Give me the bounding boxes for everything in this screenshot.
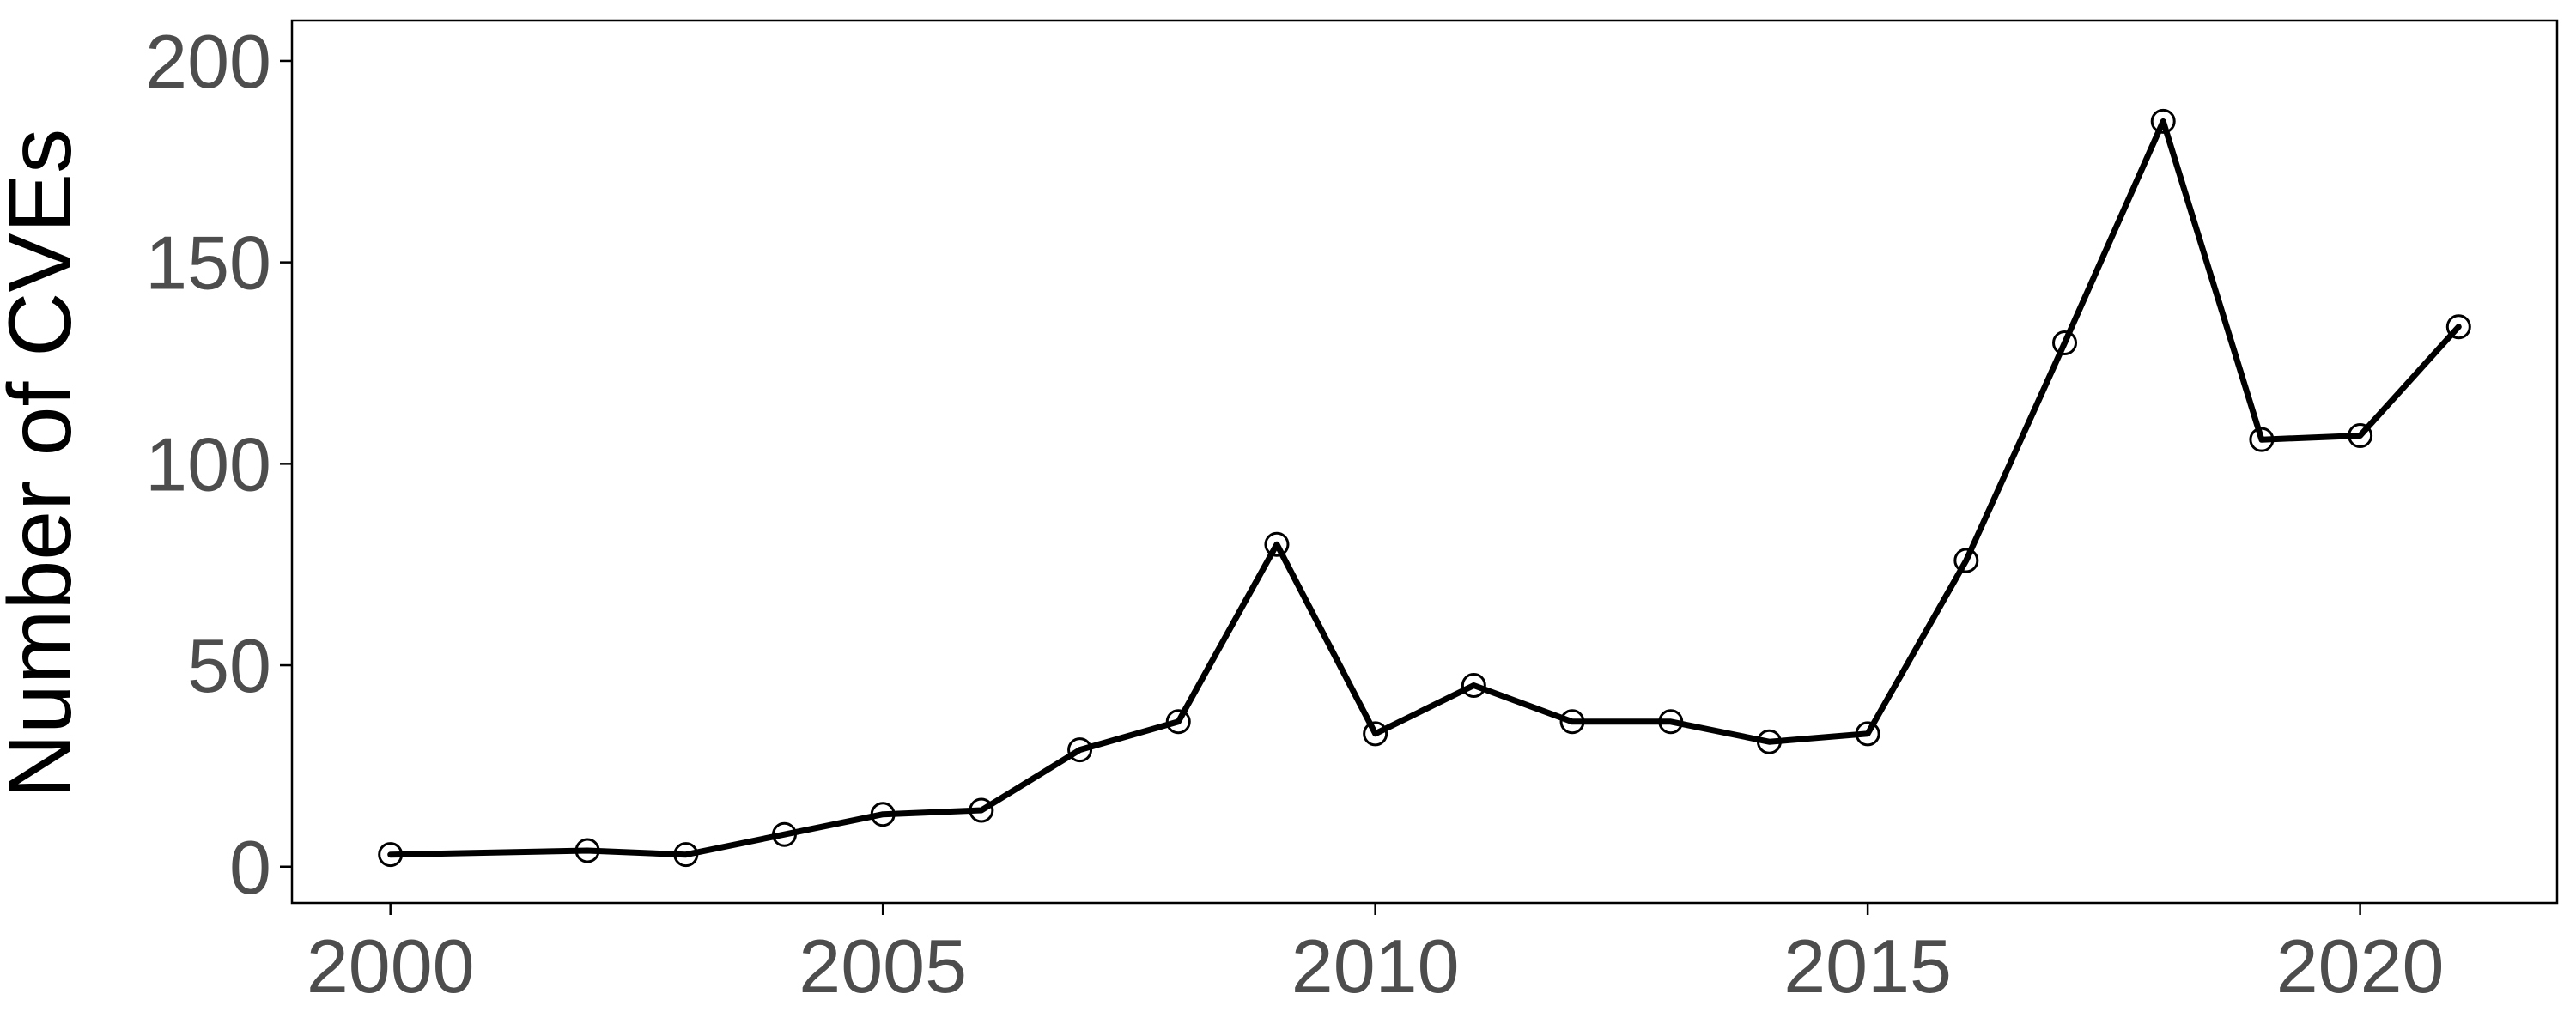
data-point	[1165, 709, 1191, 735]
data-point	[378, 842, 404, 868]
data-point	[870, 802, 896, 827]
x-tick-label: 2005	[799, 924, 967, 1009]
y-tick-label: 50	[187, 623, 271, 708]
data-point	[1559, 709, 1585, 735]
x-tick-label: 2015	[1783, 924, 1952, 1009]
data-point	[1363, 721, 1388, 747]
x-tick-label: 2000	[307, 924, 475, 1009]
x-axis: 2000 2005 2010 2015 2020	[307, 903, 2445, 1009]
data-point	[2348, 422, 2373, 448]
data-point	[969, 797, 994, 823]
data-point	[574, 838, 600, 863]
x-tick-label: 2010	[1291, 924, 1460, 1009]
series-line	[387, 118, 2462, 858]
data-point	[1756, 729, 1782, 754]
data-point	[673, 842, 699, 868]
data-point	[1461, 673, 1486, 699]
data-point	[771, 821, 797, 847]
data-point	[1953, 548, 1979, 573]
plot-panel	[290, 19, 2559, 905]
data-point	[1264, 531, 1290, 557]
data-point	[2445, 314, 2471, 340]
data-point	[1067, 737, 1093, 763]
data-point	[2249, 427, 2275, 452]
y-axis: 0 50 100 150 200	[145, 19, 292, 910]
data-point	[2150, 108, 2176, 134]
series-layer	[378, 108, 2471, 868]
data-point	[2052, 330, 2078, 356]
data-point	[1855, 721, 1880, 747]
y-tick-label: 150	[145, 221, 271, 306]
y-axis-title: Number of CVEs	[0, 129, 90, 798]
y-tick-label: 0	[229, 825, 271, 910]
x-tick-label: 2020	[2276, 924, 2445, 1009]
data-point	[1658, 709, 1684, 735]
panel-border	[290, 19, 2559, 905]
y-tick-label: 200	[145, 19, 271, 104]
y-tick-label: 100	[145, 421, 271, 506]
